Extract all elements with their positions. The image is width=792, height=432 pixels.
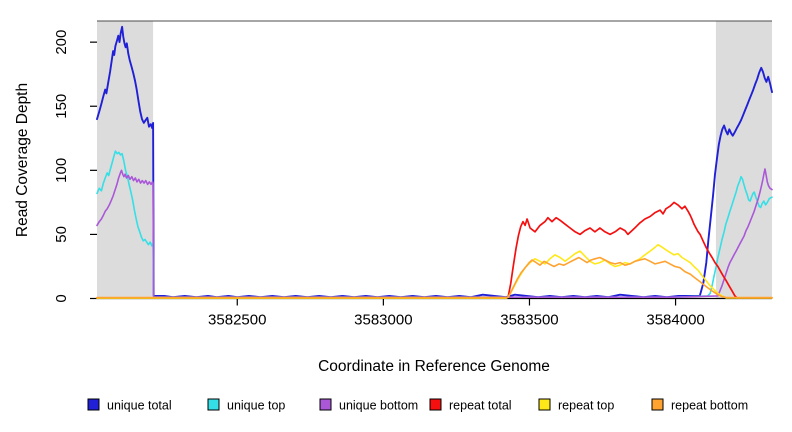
series-line-repeat-bottom [96, 256, 773, 299]
y-tick-label: 150 [53, 94, 70, 119]
x-axis-title: Coordinate in Reference Genome [318, 358, 550, 375]
y-tick-label: 0 [53, 294, 70, 302]
x-tick-label: 3584000 [646, 312, 704, 329]
legend: unique total unique top unique bottom repea… [87, 398, 748, 413]
axes: 3582500 3583000 3583500 3584000 0 50 100 150 200 [53, 20, 772, 329]
x-tick-label: 3583500 [500, 312, 558, 329]
left-shaded-region [97, 21, 154, 299]
y-tick-label: 50 [53, 226, 70, 243]
y-tick-label: 100 [53, 158, 70, 183]
shaded-regions [97, 21, 772, 299]
legend-label-repeat-bottom: repeat bottom [671, 399, 748, 413]
legend-label-unique-total: unique total [107, 399, 172, 413]
legend-label-unique-top: unique top [227, 399, 285, 413]
series-line-unique-bottom [96, 168, 773, 299]
y-axis-title: Read Coverage Depth [14, 83, 31, 237]
series-line-repeat-total [96, 201, 773, 299]
legend-label-repeat-top: repeat top [558, 399, 614, 413]
x-tick-label: 3583000 [354, 312, 412, 329]
series-line-unique-top [96, 150, 773, 299]
legend-swatch-repeat-bottom [651, 398, 664, 411]
series-line-unique-total [96, 25, 773, 299]
series-line-repeat-top [96, 243, 773, 299]
legend-swatch-repeat-top [538, 398, 551, 411]
right-shaded-region [715, 21, 772, 299]
series-lines [96, 25, 773, 299]
legend-swatch-repeat-total [429, 398, 442, 411]
legend-swatch-unique-top [207, 398, 220, 411]
legend-swatch-unique-bottom [319, 398, 332, 411]
legend-label-repeat-total: repeat total [449, 399, 512, 413]
legend-label-unique-bottom: unique bottom [339, 399, 418, 413]
legend-swatch-unique-total [87, 398, 100, 411]
x-tick-label: 3582500 [208, 312, 266, 329]
y-tick-label: 200 [53, 30, 70, 55]
